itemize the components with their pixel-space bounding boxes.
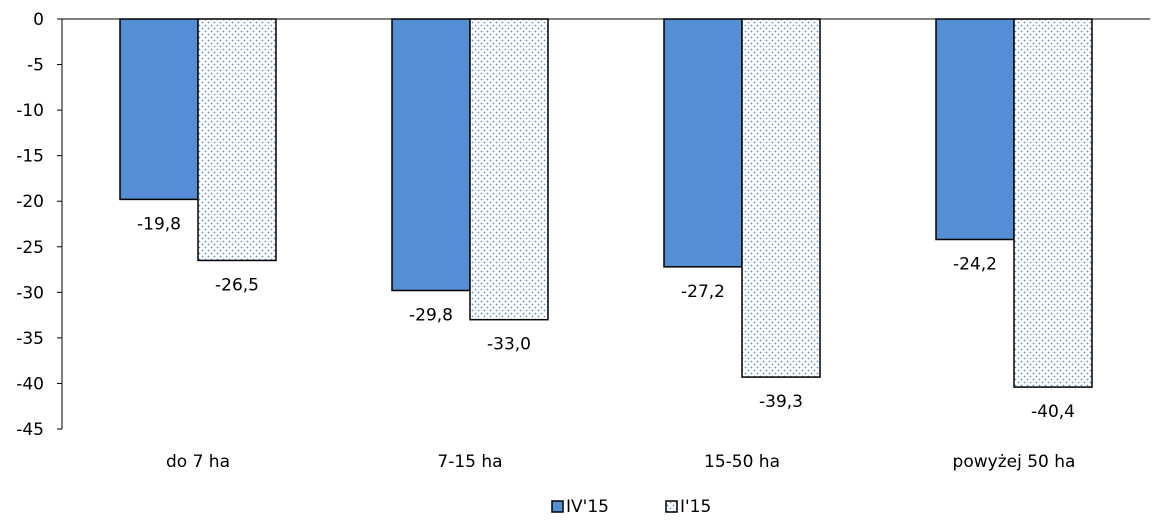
data-label: -27,2 [681, 282, 725, 302]
y-tick-label: -20 [16, 192, 44, 212]
legend-swatch [552, 501, 563, 512]
y-tick-label: -10 [16, 101, 44, 121]
category-label: do 7 ha [166, 452, 230, 472]
data-label: -33,0 [487, 335, 531, 355]
y-tick-label: -5 [27, 56, 44, 76]
bar-i15 [470, 19, 548, 320]
bar-i15 [742, 19, 820, 377]
legend[interactable]: IV'15 I'15 [552, 497, 711, 517]
data-label: -39,3 [759, 392, 803, 412]
bar-iv15 [664, 19, 742, 267]
y-tick-label: -40 [16, 374, 44, 394]
bars-group [120, 19, 1092, 387]
legend-label: IV'15 [566, 497, 609, 517]
bar-i15 [1014, 19, 1092, 387]
bar-iv15 [120, 19, 198, 199]
data-label: -26,5 [215, 275, 259, 295]
category-label: 15-50 ha [704, 452, 780, 472]
data-label: -29,8 [409, 306, 453, 326]
y-tick-label: 0 [33, 10, 44, 30]
y-tick-label: -30 [16, 283, 44, 303]
y-tick-label: -15 [16, 147, 44, 167]
category-label: 7-15 ha [437, 452, 502, 472]
data-label: -24,2 [953, 254, 997, 274]
legend-swatch [666, 501, 677, 512]
category-labels-group: do 7 ha 7-15 ha 15-50 ha powyżej 50 ha [166, 452, 1075, 472]
category-label: powyżej 50 ha [953, 452, 1076, 472]
bar-i15 [198, 19, 276, 260]
bar-iv15 [936, 19, 1014, 239]
data-label: -40,4 [1031, 402, 1075, 422]
y-tick-label: -45 [16, 420, 44, 440]
y-tick-label: -35 [16, 329, 44, 349]
legend-label: I'15 [680, 497, 711, 517]
data-labels-group: -19,8 -26,5 -29,8 -33,0 -27,2 -39,3 -24,2 -40,4 [137, 214, 1075, 422]
data-label: -19,8 [137, 214, 181, 234]
y-tick-label: -25 [16, 238, 44, 258]
bar-iv15 [392, 19, 470, 291]
